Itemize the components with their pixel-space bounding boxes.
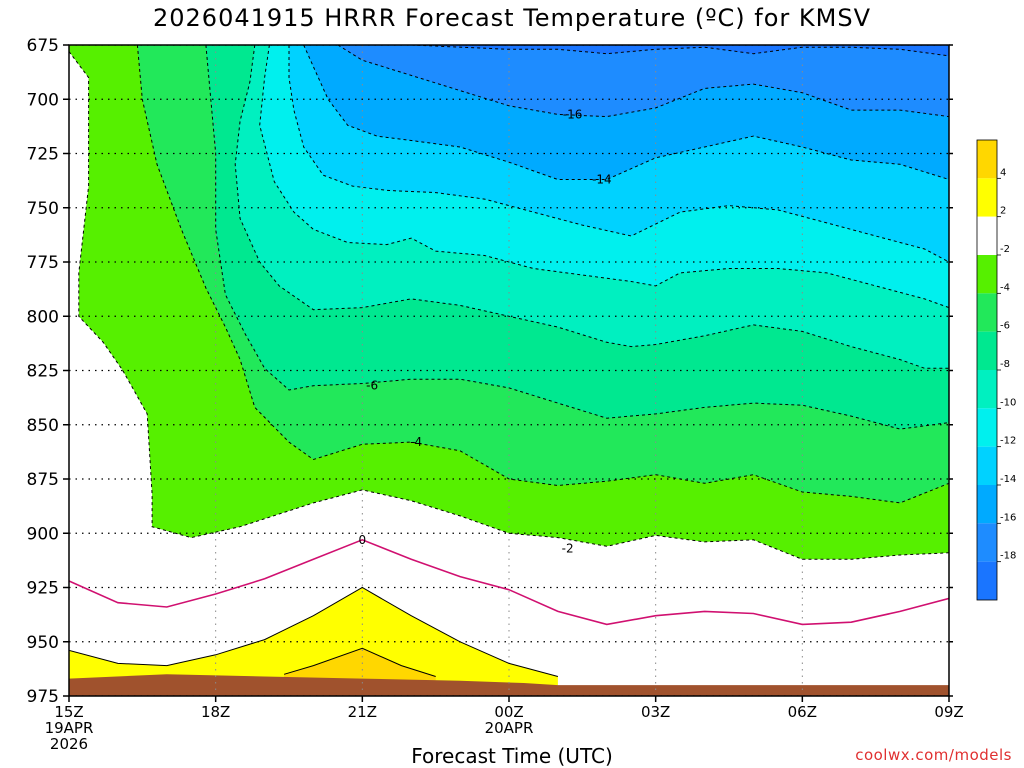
x-tick-label: 06Z: [788, 703, 817, 721]
colorbar-band: [977, 293, 997, 332]
contour-line: [69, 586, 559, 677]
colorbar-tick-label: 2: [1000, 206, 1006, 217]
x-tick-label: 03Z: [641, 703, 670, 721]
contour-label: -4: [410, 435, 422, 449]
colorbar-tick-label: -14: [1000, 474, 1016, 485]
contour-line: [411, 45, 949, 57]
x-tick-label: 21Z: [348, 703, 377, 721]
y-tick-label: 700: [27, 90, 59, 110]
y-tick-label: 950: [27, 633, 59, 653]
y-tick-label: 800: [27, 307, 59, 327]
colorbar-band: [977, 370, 997, 409]
colorbar-band: [977, 140, 997, 179]
contour-label: -14: [592, 173, 612, 187]
x-axis-label: Forecast Time (UTC): [411, 744, 613, 768]
x-tick-sublabel: 20APR: [485, 719, 534, 737]
colorbar-tick-label: 4: [1000, 167, 1006, 178]
y-tick-label: 825: [27, 362, 59, 382]
x-tick-label: 09Z: [934, 703, 963, 721]
y-tick-label: 925: [27, 579, 59, 599]
y-tick-label: 875: [27, 470, 59, 490]
colorbar-tick-label: -12: [1000, 436, 1016, 447]
y-tick-label: 975: [27, 687, 59, 707]
colorbar-band: [977, 561, 997, 600]
colorbar-band: [977, 255, 997, 294]
y-tick-label: 675: [27, 36, 59, 56]
colorbar-band: [977, 446, 997, 485]
x-tick-label: 15Z: [54, 703, 83, 721]
x-tick-sublabel: 19APR: [45, 719, 94, 737]
colorbar-tick-label: -2: [1000, 244, 1010, 255]
y-tick-label: 775: [27, 253, 59, 273]
fill-region: [337, 45, 949, 117]
y-tick-label: 850: [27, 416, 59, 436]
colorbar-band: [977, 216, 997, 255]
colorbar-tick-label: -6: [1000, 321, 1010, 332]
contour-line: [259, 45, 949, 309]
chart-title: 2026041915 HRRR Forecast Temperature (ºC…: [152, 4, 871, 32]
colorbar-tick-label: -18: [1000, 551, 1016, 562]
y-tick-label: 750: [27, 199, 59, 219]
contour-line: [234, 45, 949, 369]
colorbar-band: [977, 485, 997, 524]
contour-label: 0: [359, 533, 367, 547]
contour-line: [205, 45, 949, 430]
contour-line: [288, 45, 949, 263]
y-tick-label: 900: [27, 524, 59, 544]
colorbar-band: [977, 523, 997, 562]
fill-region: [411, 45, 949, 56]
contour-line: [69, 51, 949, 560]
fill-region-warm: [69, 587, 558, 696]
y-tick-label: 725: [27, 145, 59, 165]
x-tick-label: 00Z: [494, 703, 523, 721]
colorbar-band: [977, 178, 997, 217]
colorbar-tick-label: -4: [1000, 282, 1010, 293]
colorbar-band: [977, 331, 997, 370]
x-tick-label: 18Z: [201, 703, 230, 721]
x-tick-sublabel: 2026: [50, 735, 88, 753]
contour-line: [136, 45, 949, 504]
colorbar-tick-label: -10: [1000, 397, 1016, 408]
colorbar-band: [977, 408, 997, 447]
contour-line: [283, 647, 436, 677]
credit-watermark: coolwx.com/models: [855, 746, 1012, 764]
terrain-fill: [69, 674, 949, 696]
contour-label: -16: [563, 107, 583, 121]
contour-label: -2: [562, 541, 574, 555]
plot-area: -16 -14 -6 -4 0 -2: [69, 45, 949, 696]
colorbar-tick-label: -16: [1000, 512, 1016, 523]
contour-line: [69, 538, 949, 626]
colorbar-tick-label: -8: [1000, 359, 1010, 370]
contour-label: -6: [366, 379, 378, 393]
